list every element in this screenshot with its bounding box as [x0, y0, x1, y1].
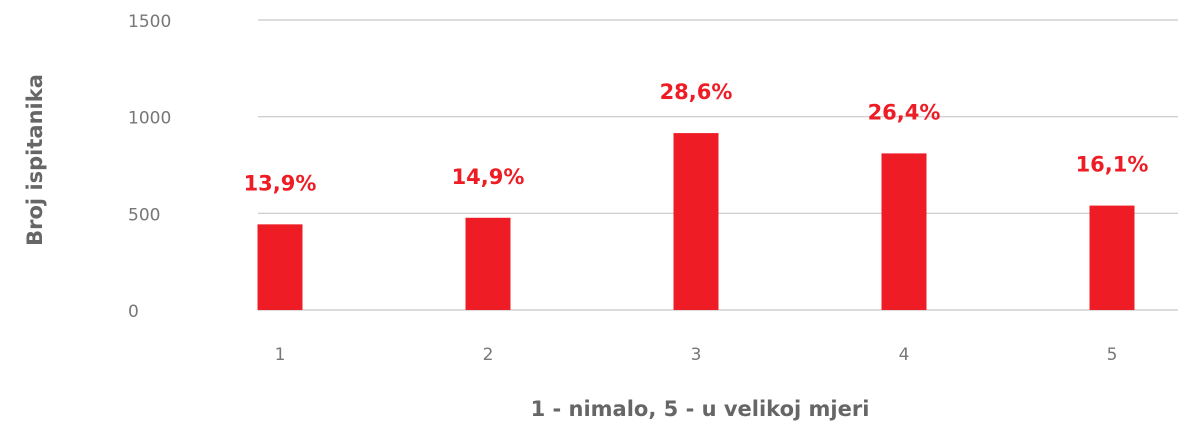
bar-annotation: 26,4%	[868, 100, 941, 124]
x-tick-label: 5	[1107, 345, 1118, 365]
y-tick-label: 0	[128, 302, 139, 322]
bar	[465, 217, 511, 310]
bar-annotation: 28,6%	[660, 80, 733, 104]
bar	[881, 153, 927, 310]
y-axis-title: Broj ispitanika	[23, 74, 47, 246]
bar-annotation: 13,9%	[244, 171, 317, 195]
bar	[1089, 205, 1135, 310]
x-tick-label: 1	[275, 345, 286, 365]
x-tick-label: 3	[691, 345, 702, 365]
x-tick-label: 4	[899, 345, 910, 365]
y-tick-label: 1000	[128, 109, 171, 129]
bar	[257, 224, 303, 310]
y-tick-label: 500	[128, 205, 160, 225]
y-tick-label: 1500	[128, 12, 171, 32]
bar-annotation: 14,9%	[452, 165, 525, 189]
bar-annotation: 16,1%	[1076, 153, 1149, 177]
x-tick-label: 2	[483, 345, 494, 365]
bar	[673, 133, 719, 310]
x-axis-title: 1 - nimalo, 5 - u velikoj mjeri	[531, 397, 870, 421]
